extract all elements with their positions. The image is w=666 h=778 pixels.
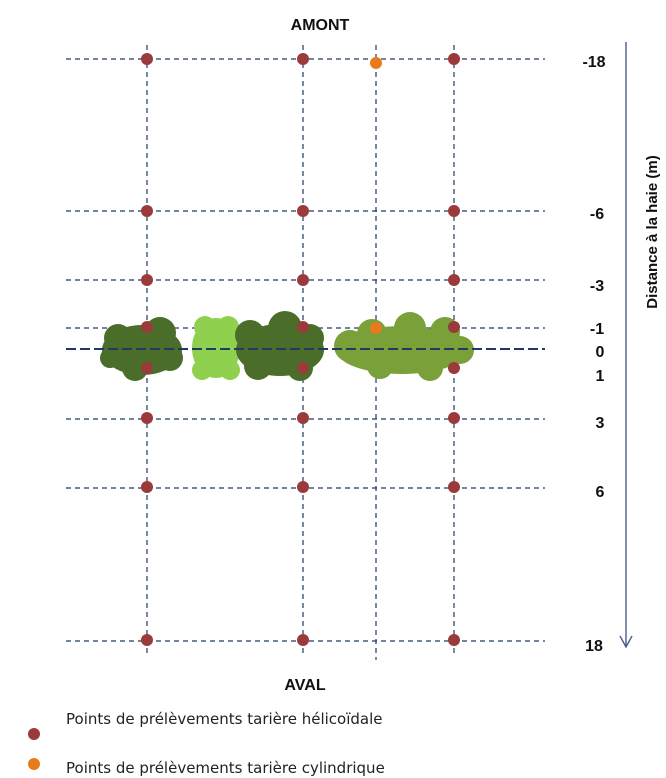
distance-label: 3 — [596, 415, 605, 432]
axis-title: Distance à la haie (m) — [644, 155, 661, 308]
point-helical — [448, 321, 460, 333]
legend-cylindrical-marker — [28, 758, 40, 770]
shrub-dark-2 — [235, 311, 324, 381]
distance-label: -6 — [590, 206, 604, 223]
point-helical — [297, 362, 309, 374]
point-helical — [141, 274, 153, 286]
distance-label: 18 — [585, 638, 603, 655]
distance-label: 1 — [596, 368, 605, 385]
point-helical — [448, 481, 460, 493]
point-cylindrical — [370, 57, 382, 69]
point-helical — [448, 274, 460, 286]
point-helical — [141, 412, 153, 424]
point-helical — [297, 205, 309, 217]
legend-helical-marker — [28, 728, 40, 740]
distance-label: 0 — [596, 344, 605, 361]
distance-label: -18 — [582, 54, 605, 71]
legend: Points de prélèvements tarière hélicoïda… — [28, 710, 385, 777]
distance-labels: -18 -6 -3 -1 0 1 3 6 18 — [582, 54, 605, 655]
point-helical — [297, 634, 309, 646]
distance-label: -1 — [590, 321, 604, 338]
point-helical — [141, 321, 153, 333]
distance-label: -3 — [590, 278, 604, 295]
distance-axis-arrow — [619, 42, 633, 649]
point-helical — [141, 362, 153, 374]
point-helical — [297, 481, 309, 493]
cylindrical-points — [370, 57, 382, 334]
amont-label: AMONT — [291, 17, 350, 34]
point-helical — [297, 412, 309, 424]
helical-points — [141, 53, 460, 646]
horizontal-grid-lines — [66, 58, 545, 642]
aval-label: AVAL — [284, 677, 325, 694]
hedge — [100, 311, 474, 381]
point-helical — [448, 362, 460, 374]
point-helical — [448, 412, 460, 424]
point-helical — [297, 321, 309, 333]
point-cylindrical — [370, 322, 382, 334]
shrub-light — [192, 316, 240, 380]
point-helical — [448, 634, 460, 646]
point-helical — [141, 53, 153, 65]
legend-cylindrical-label: Points de prélèvements tarière cylindriq… — [66, 759, 385, 777]
point-helical — [297, 53, 309, 65]
point-helical — [141, 634, 153, 646]
point-helical — [297, 274, 309, 286]
distance-label: 6 — [596, 484, 605, 501]
point-helical — [448, 205, 460, 217]
point-helical — [141, 481, 153, 493]
point-helical — [448, 53, 460, 65]
point-helical — [141, 205, 153, 217]
legend-helical-label: Points de prélèvements tarière hélicoïda… — [66, 710, 383, 728]
